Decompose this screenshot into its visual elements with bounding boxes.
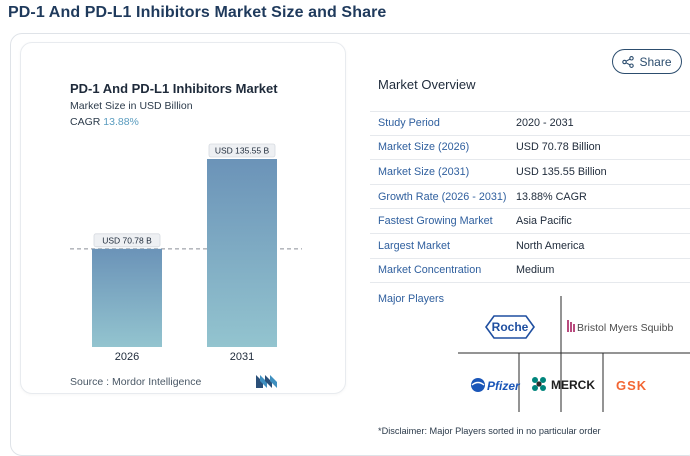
overview-row-label: Fastest Growing Market	[378, 215, 493, 228]
major-players-label: Major Players	[378, 293, 444, 305]
mordor-logo-icon	[256, 375, 277, 388]
market-overview-table: Study Period 2020 - 2031 Market Size (2026…	[370, 111, 690, 284]
share-label: Share	[639, 54, 672, 69]
data-label-box	[208, 143, 276, 158]
pfizer-logo-text: Pfizer	[487, 379, 521, 393]
data-label: USD 135.55 B	[215, 146, 270, 156]
overview-row-value: 2020 - 2031	[516, 117, 574, 130]
x-tick-label: 2026	[115, 351, 139, 363]
overview-row-value: Medium	[516, 264, 555, 277]
merck-logo-text: MERCK	[551, 378, 595, 392]
overview-row-label: Market Size (2026)	[378, 141, 470, 154]
gsk-logo: GSK	[616, 378, 647, 393]
cagr-line: CAGR 13.88%	[70, 116, 139, 128]
chart-subtitle: Market Size in USD Billion	[70, 100, 193, 112]
overview-row-value: North America	[516, 239, 585, 252]
chart-title: PD-1 And PD-L1 Inhibitors Market	[70, 81, 278, 96]
roche-logo: Roche	[485, 315, 535, 339]
overview-row: Fastest Growing Market Asia Pacific	[370, 209, 690, 234]
roche-logo-text: Roche	[492, 320, 529, 334]
page-title: PD-1 And PD-L1 Inhibitors Market Size an…	[8, 4, 387, 21]
overview-row-label: Market Concentration	[378, 264, 482, 277]
overview-row: Largest Market North America	[370, 234, 690, 259]
overview-row: Market Concentration Medium	[370, 259, 690, 284]
overview-row: Market Size (2031) USD 135.55 Billion	[370, 160, 690, 185]
overview-row: Growth Rate (2026 - 2031) 13.88% CAGR	[370, 185, 690, 210]
gsk-logo-text: GSK	[616, 378, 647, 393]
overview-row-value: Asia Pacific	[516, 215, 572, 228]
merck-logo: MERCK	[532, 377, 595, 392]
overview-row-label: Growth Rate (2026 - 2031)	[378, 190, 507, 203]
share-icon	[622, 55, 635, 68]
overview-row-value: USD 70.78 Billion	[516, 141, 601, 154]
cagr-label: CAGR	[70, 116, 101, 128]
chart-card	[20, 42, 346, 394]
overview-row-value: USD 135.55 Billion	[516, 165, 607, 178]
bar-2026	[92, 248, 162, 347]
overview-row-label: Study Period	[378, 117, 440, 130]
data-label: USD 70.78 B	[102, 235, 152, 245]
overview-row-label: Largest Market	[378, 239, 451, 252]
overview-row-label: Market Size (2031)	[378, 165, 470, 178]
data-label-box	[93, 233, 161, 248]
overview-row: Study Period 2020 - 2031	[370, 111, 690, 136]
pfizer-logo: Pfizer	[471, 378, 521, 393]
bms-logo-text: Bristol Myers Squibb	[577, 322, 673, 334]
x-tick-label: 2031	[230, 351, 254, 363]
cagr-value: 13.88%	[103, 116, 139, 128]
bristol-myers-squibb-logo: Bristol Myers Squibb	[567, 320, 673, 334]
overview-row: Market Size (2026) USD 70.78 Billion	[370, 136, 690, 161]
overview-row-value: 13.88% CAGR	[516, 190, 587, 203]
source-note: Source : Mordor Intelligence	[70, 376, 202, 388]
market-overview-title: Market Overview	[378, 77, 476, 92]
share-button[interactable]: Share	[612, 49, 682, 74]
bar-2031	[207, 159, 277, 347]
disclaimer: *Disclaimer: Major Players sorted in no …	[378, 426, 601, 436]
